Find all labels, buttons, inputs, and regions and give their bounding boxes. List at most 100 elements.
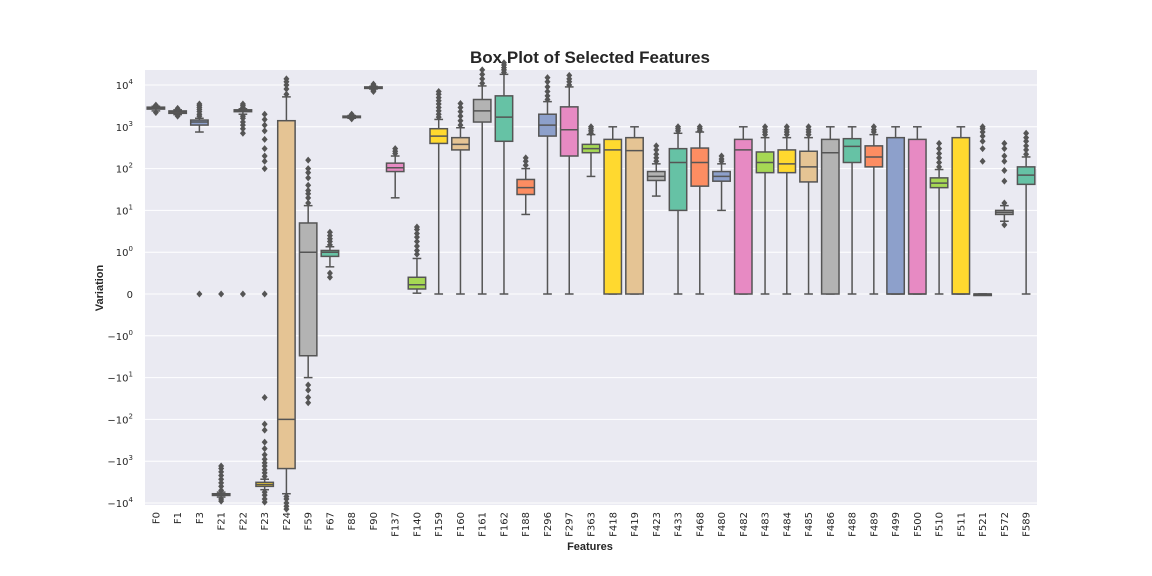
x-tick-label: F297	[565, 512, 576, 537]
y-tick-label: −100	[107, 329, 133, 343]
outlier-point	[936, 139, 943, 147]
outlier-point	[479, 79, 486, 87]
box-F510	[929, 139, 949, 295]
outlier-point	[413, 250, 420, 258]
outlier-point	[370, 80, 377, 88]
outlier-point	[544, 92, 551, 100]
box-iqr	[777, 149, 797, 174]
outlier-point	[261, 145, 268, 153]
outlier-point	[936, 149, 943, 157]
x-tick-label: F423	[652, 512, 663, 537]
x-tick-label: F486	[826, 512, 837, 537]
outlier-point	[936, 158, 943, 166]
outlier-point	[457, 117, 464, 125]
outlier-point	[457, 121, 464, 129]
y-axis-label: Variation	[94, 264, 106, 311]
outlier-point	[261, 459, 268, 467]
x-tick-label: F419	[630, 512, 641, 537]
box-iqr	[298, 222, 318, 357]
boxes-layer	[146, 59, 1036, 513]
outlier-point	[261, 420, 268, 428]
y-tick-label: 102	[116, 162, 133, 176]
outlier-point	[283, 90, 290, 98]
box-F500	[907, 126, 927, 295]
outlier-point	[1001, 139, 1008, 147]
x-tick-label: F140	[412, 512, 423, 537]
outlier-point	[653, 154, 660, 162]
box-F468	[690, 123, 710, 295]
box-F188	[516, 154, 536, 216]
y-tick-label: −103	[107, 454, 133, 468]
outlier-point	[239, 125, 246, 133]
outlier-point	[457, 100, 464, 108]
box-F433	[668, 123, 688, 295]
x-tick-label: F572	[1000, 512, 1011, 537]
outlier-point	[283, 493, 290, 501]
outlier-point	[305, 194, 312, 202]
outlier-point	[413, 242, 420, 250]
outlier-point	[936, 163, 943, 171]
box-F160	[451, 100, 470, 295]
outlier-point	[218, 475, 225, 483]
outlier-point	[479, 75, 486, 83]
outlier-point	[522, 154, 529, 162]
outlier-point	[413, 230, 420, 238]
x-tick-label: F90	[369, 512, 380, 530]
outlier-point	[261, 115, 268, 123]
outlier-point	[783, 123, 790, 131]
outlier-point	[261, 121, 268, 129]
box-F137	[385, 145, 405, 199]
x-tick-label: F433	[674, 512, 685, 537]
x-tick-label: F418	[608, 512, 619, 537]
outlier-point	[326, 269, 333, 277]
outlier-point	[239, 112, 246, 120]
x-tick-label: F363	[587, 512, 598, 537]
outlier-point	[544, 95, 551, 103]
box-iqr	[603, 138, 623, 295]
box-F297	[559, 71, 579, 295]
outlier-point	[870, 123, 877, 131]
y-tick-labels: 104 103 102 101 100 0 −100 −101 −102 −103 −104	[107, 78, 133, 510]
outlier-point	[261, 127, 268, 135]
box-F482	[733, 126, 753, 295]
x-tick-label: F159	[434, 512, 445, 537]
x-tick-label: F482	[739, 512, 750, 537]
outlier-point	[239, 100, 246, 108]
x-tick-label: F188	[521, 512, 532, 537]
box-F21	[211, 290, 231, 505]
x-tick-label: F483	[761, 512, 772, 537]
outlier-point	[196, 100, 203, 108]
outlier-point	[979, 157, 986, 165]
outlier-point	[261, 426, 268, 434]
box-F486	[820, 126, 840, 295]
box-iqr	[951, 136, 971, 295]
x-tick-label: F67	[325, 512, 336, 530]
box-F418	[603, 126, 623, 295]
box-F296	[538, 74, 557, 295]
box-F140	[407, 223, 427, 294]
outlier-point	[1001, 145, 1008, 153]
outlier-point	[261, 152, 268, 160]
x-tick-label: F1	[173, 512, 184, 524]
box-F572	[994, 139, 1014, 229]
box-iqr	[276, 119, 296, 470]
outlier-point	[261, 438, 268, 446]
box-F419	[625, 126, 644, 295]
outlier-point	[218, 479, 225, 487]
outlier-point	[413, 233, 420, 241]
box-F67	[320, 228, 340, 281]
outlier-point	[174, 112, 181, 120]
box-F485	[799, 123, 819, 295]
outlier-point	[718, 152, 725, 160]
box-iqr	[842, 137, 862, 164]
x-tick-label: F88	[347, 512, 358, 530]
outlier-point	[457, 103, 464, 111]
x-tick-label: F499	[891, 512, 902, 537]
box-F0	[146, 101, 166, 116]
outlier-point	[152, 101, 159, 109]
box-F90	[363, 80, 383, 95]
outlier-point	[1023, 137, 1030, 145]
outlier-point	[762, 123, 769, 131]
x-tick-label: F59	[304, 512, 315, 530]
y-tick-label: 100	[116, 245, 133, 259]
